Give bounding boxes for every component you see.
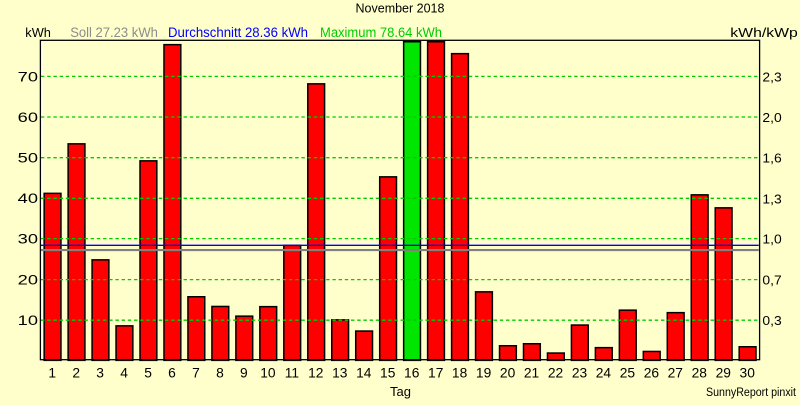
svg-text:60: 60 <box>18 109 39 125</box>
svg-text:30: 30 <box>740 365 756 380</box>
svg-text:23: 23 <box>572 365 588 380</box>
svg-text:20: 20 <box>500 365 516 380</box>
svg-text:40: 40 <box>18 190 39 206</box>
svg-text:14: 14 <box>356 365 372 380</box>
svg-text:10: 10 <box>260 365 276 380</box>
svg-text:19: 19 <box>476 365 492 380</box>
svg-text:21: 21 <box>524 365 539 380</box>
svg-text:2,3: 2,3 <box>762 69 781 84</box>
svg-text:18: 18 <box>452 365 468 380</box>
svg-text:22: 22 <box>548 365 563 380</box>
svg-text:10: 10 <box>18 312 39 328</box>
svg-text:30: 30 <box>18 231 39 247</box>
svg-text:50: 50 <box>18 150 39 166</box>
svg-text:29: 29 <box>716 365 732 380</box>
svg-text:November 2018: November 2018 <box>356 2 445 16</box>
svg-text:11: 11 <box>285 365 299 380</box>
svg-text:1,6: 1,6 <box>762 151 781 166</box>
svg-text:kWh: kWh <box>25 25 51 40</box>
svg-text:4: 4 <box>120 365 128 380</box>
svg-text:1,0: 1,0 <box>762 232 781 247</box>
svg-text:2,0: 2,0 <box>762 110 781 125</box>
svg-text:13: 13 <box>332 365 348 380</box>
svg-text:Durchschnitt 28.36 kWh: Durchschnitt 28.36 kWh <box>168 25 308 40</box>
svg-text:Maximum 78.64 kWh: Maximum 78.64 kWh <box>320 25 442 40</box>
svg-text:6: 6 <box>168 365 176 380</box>
svg-text:12: 12 <box>308 365 323 380</box>
svg-text:24: 24 <box>596 365 612 380</box>
svg-text:28: 28 <box>692 365 708 380</box>
svg-text:70: 70 <box>18 68 39 84</box>
svg-text:8: 8 <box>216 365 224 380</box>
svg-text:15: 15 <box>380 365 396 380</box>
svg-text:25: 25 <box>620 365 636 380</box>
svg-text:17: 17 <box>428 365 443 380</box>
svg-text:0,3: 0,3 <box>762 313 781 328</box>
svg-text:SunnyReport pinxit: SunnyReport pinxit <box>706 385 796 399</box>
svg-text:Soll 27.23 kWh: Soll 27.23 kWh <box>70 25 158 40</box>
svg-text:7: 7 <box>192 365 200 380</box>
svg-text:26: 26 <box>644 365 660 380</box>
svg-text:27: 27 <box>668 365 683 380</box>
svg-text:9: 9 <box>240 365 248 380</box>
svg-text:20: 20 <box>18 272 39 288</box>
svg-text:Tag: Tag <box>390 384 411 399</box>
svg-text:0,7: 0,7 <box>762 273 781 288</box>
svg-text:3: 3 <box>96 365 104 380</box>
svg-text:5: 5 <box>144 365 152 380</box>
svg-text:2: 2 <box>72 365 80 380</box>
svg-text:1,3: 1,3 <box>762 191 781 206</box>
svg-text:16: 16 <box>404 365 420 380</box>
svg-text:1: 1 <box>48 365 56 380</box>
svg-text:kWh/kWp: kWh/kWp <box>730 25 798 40</box>
